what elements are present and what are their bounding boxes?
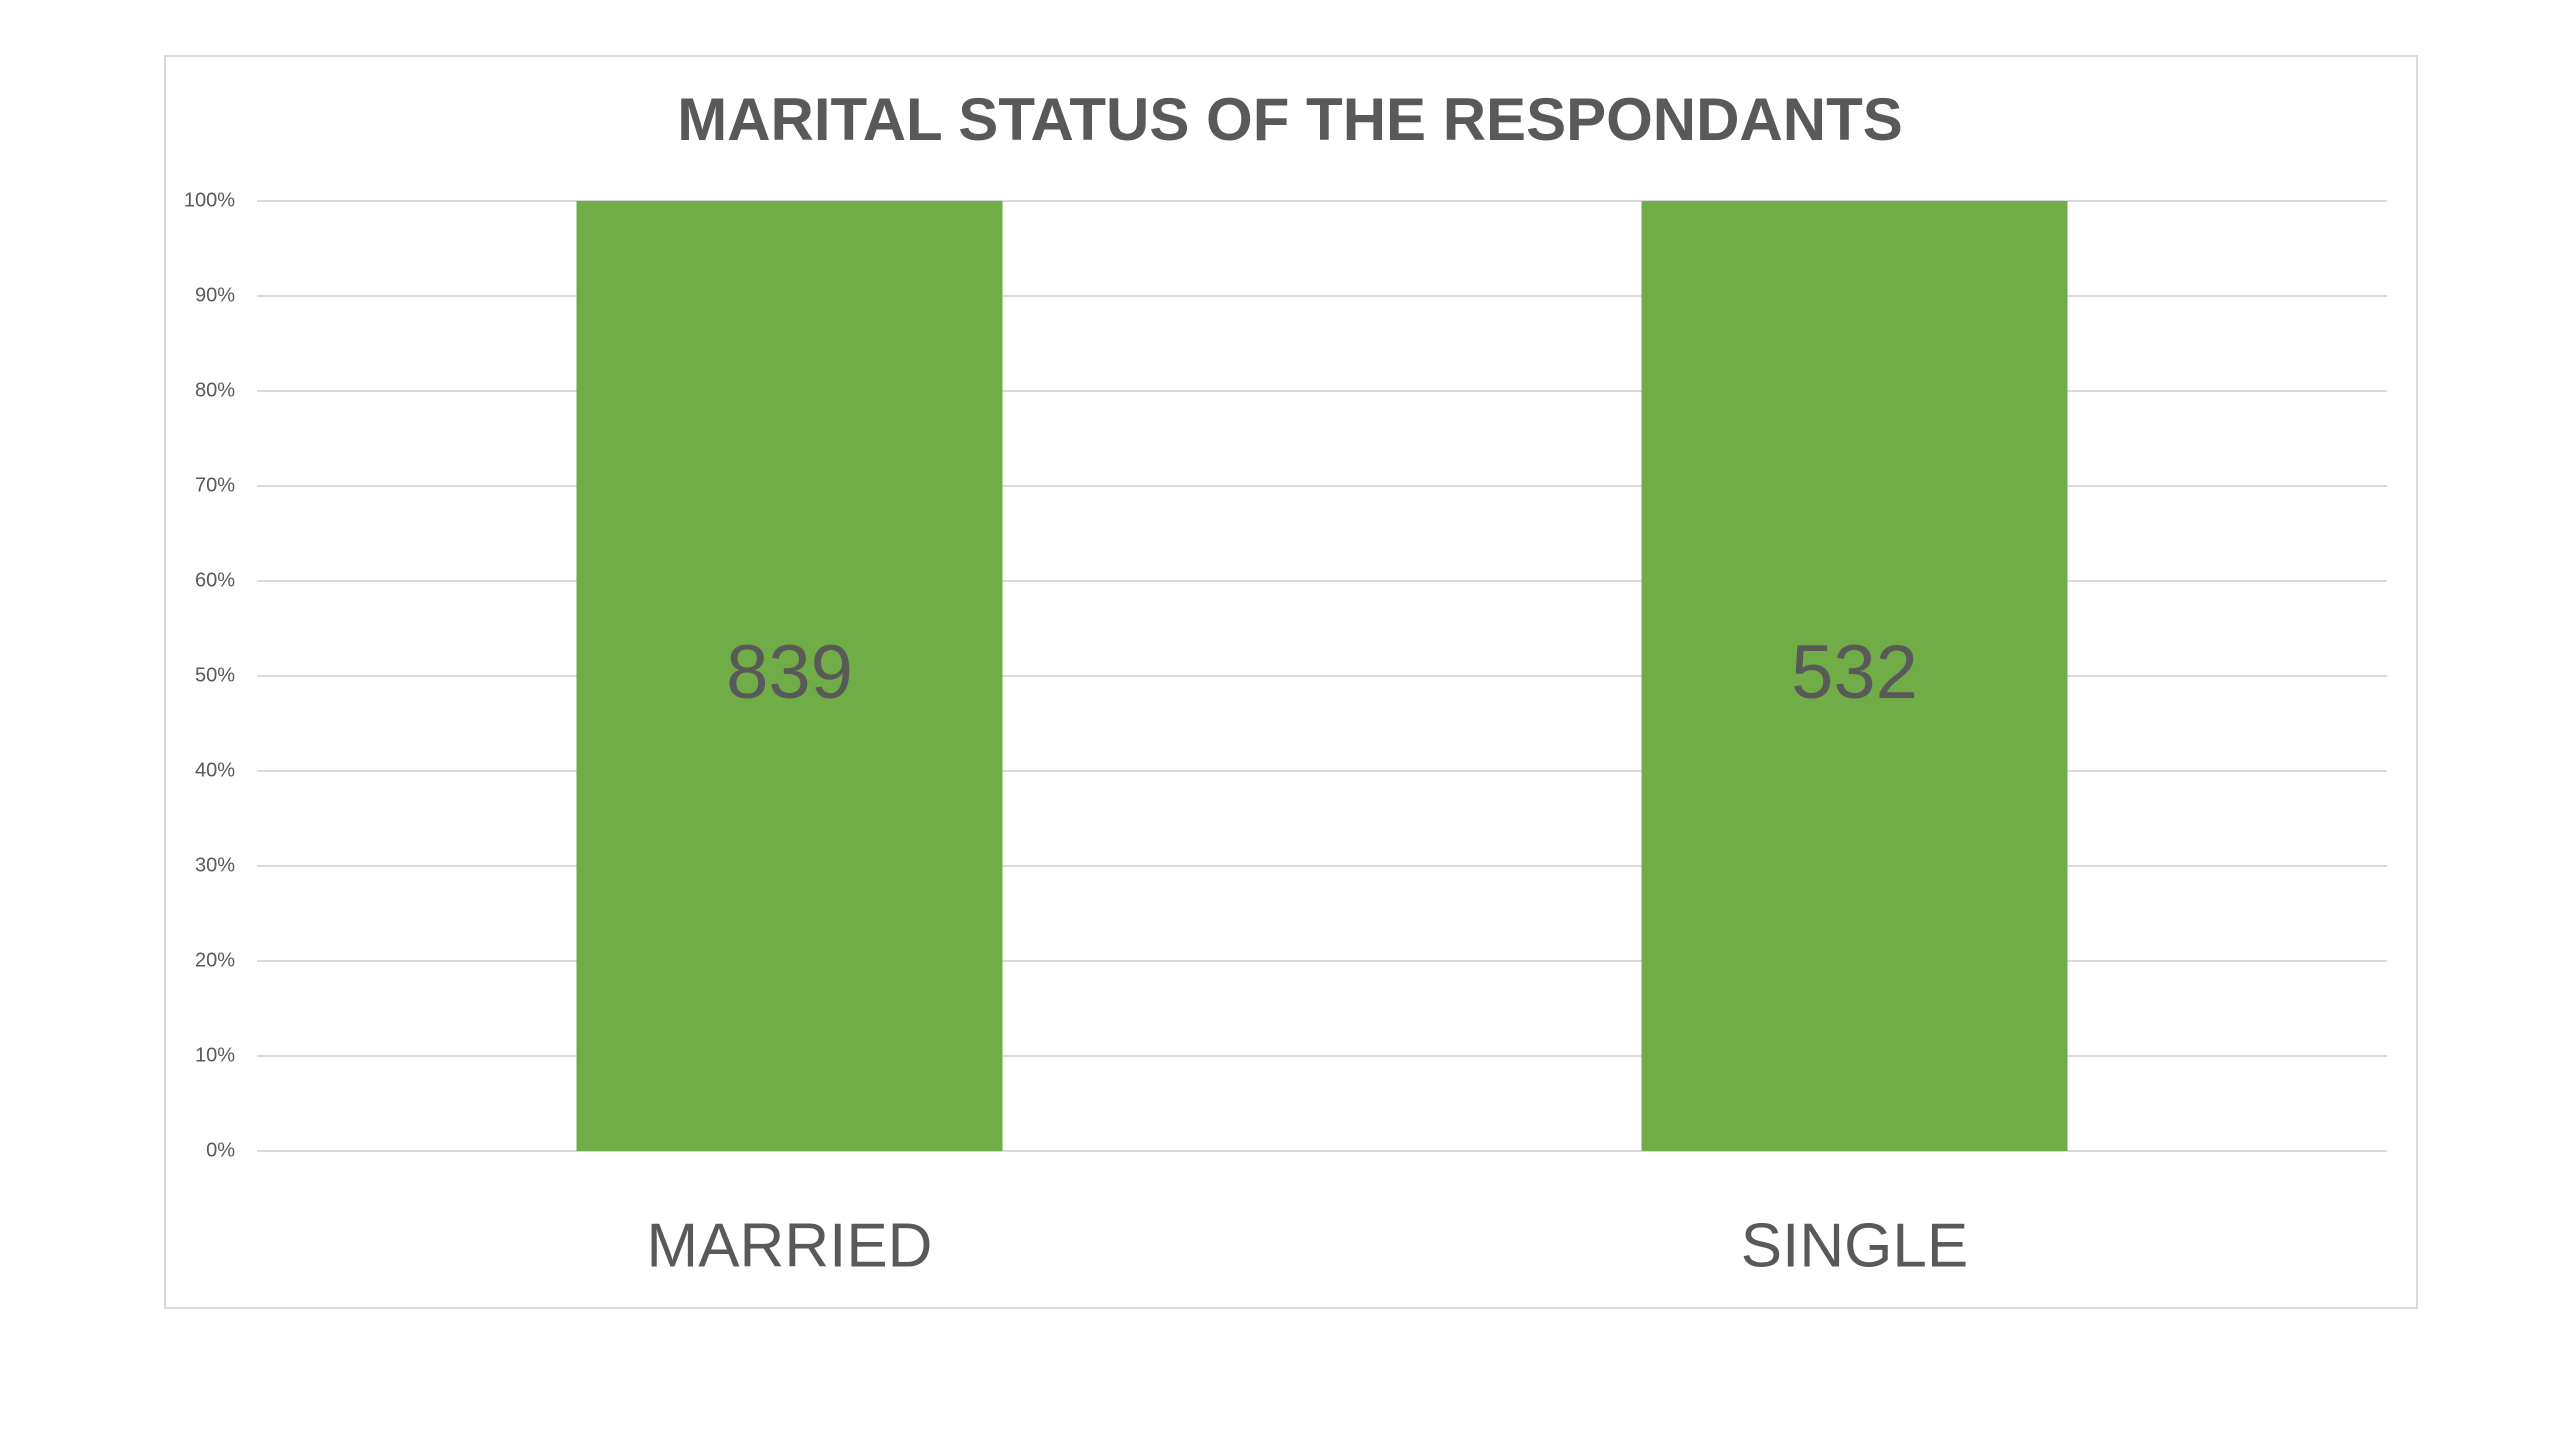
y-tick-label: 50%	[195, 664, 235, 686]
x-tick-label: MARRIED	[647, 1211, 933, 1280]
y-tick-label: 100%	[184, 189, 235, 211]
y-tick-label: 30%	[195, 854, 235, 876]
x-tick-label: SINGLE	[1741, 1211, 1968, 1280]
y-tick-label: 20%	[195, 949, 235, 971]
y-tick-label: 70%	[195, 474, 235, 496]
bar	[1641, 201, 2068, 1151]
data-label: 839	[726, 630, 853, 715]
chart-title: MARITAL STATUS OF THE RESPONDANTS	[677, 86, 1903, 153]
y-tick-label: 40%	[195, 759, 235, 781]
chart-border	[164, 55, 2418, 1309]
bar	[576, 201, 1003, 1151]
y-tick-label: 0%	[206, 1139, 235, 1161]
y-tick-label: 10%	[195, 1044, 235, 1066]
y-tick-label: 80%	[195, 379, 235, 401]
data-label: 532	[1791, 630, 1918, 715]
y-tick-label: 90%	[195, 284, 235, 306]
y-tick-label: 60%	[195, 569, 235, 591]
